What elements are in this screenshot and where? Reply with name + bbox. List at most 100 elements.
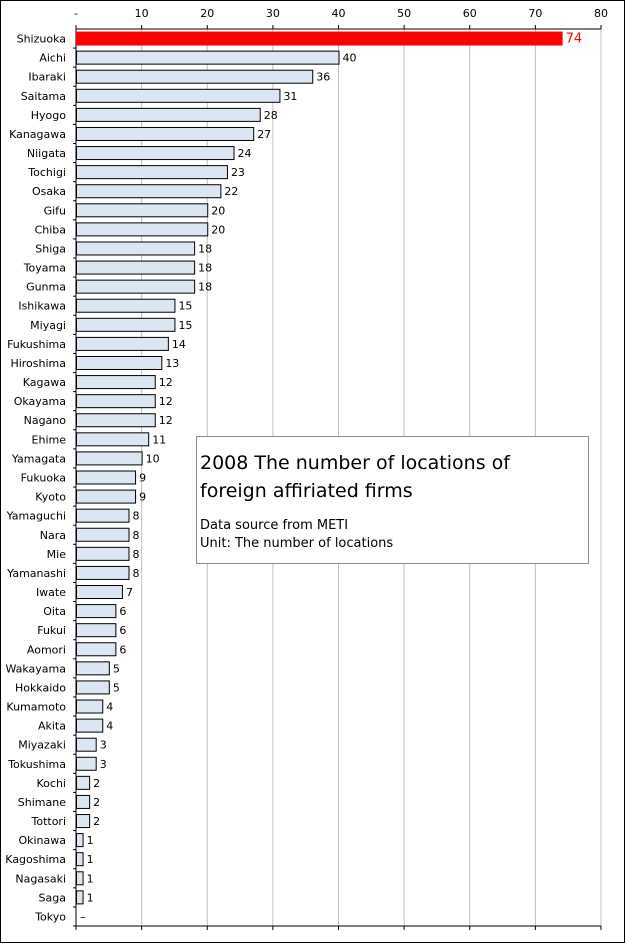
x-tick-label: 30 [266,7,280,20]
bar [76,355,163,370]
bar [76,375,156,390]
category-label: Hokkaido [15,681,66,694]
category-label: Oita [43,605,66,618]
value-label: 12 [159,395,173,408]
value-label: 18 [198,281,212,294]
category-label: Niigata [27,147,66,160]
bar [76,489,137,504]
bar [76,413,156,428]
category-label: Tokyo [34,910,66,923]
category-label: Miyagi [30,319,66,332]
value-label: 4 [106,701,113,714]
category-label: Nara [40,529,66,542]
category-label: Miyazaki [18,739,66,752]
value-label: 31 [283,90,297,103]
value-label: 23 [231,166,245,179]
value-label: 28 [264,109,278,122]
bar [76,31,563,46]
bar [76,165,228,180]
bar [76,871,84,886]
category-label: Okayama [14,395,66,408]
x-tick-label: 20 [200,7,214,20]
bar [76,279,196,294]
value-label: 12 [159,414,173,427]
bar [76,203,209,218]
bar [76,184,222,199]
value-label: 3 [100,758,107,771]
x-tick-label: 70 [528,7,542,20]
bar [76,623,117,638]
bar [76,585,123,600]
unit-text: Unit: The number of locations [200,536,394,551]
category-label: Okinawa [18,834,66,847]
bar [76,661,110,676]
value-label: 8 [133,510,140,523]
bar [76,890,84,905]
bar [76,718,104,733]
category-label: Yamagata [11,452,66,465]
bar [76,527,130,542]
category-label: Yamaguchi [6,510,66,523]
category-label: Shizuoka [17,33,66,46]
value-label: 12 [159,376,173,389]
bar [76,394,156,409]
bar [76,852,84,867]
data-source-text: Data source from METI [200,518,349,533]
value-label: 8 [133,567,140,580]
bar [76,336,169,351]
value-label: 7 [126,586,133,599]
category-label: Nagasaki [15,872,66,885]
category-label: Aichi [39,52,66,65]
value-label: 3 [100,739,107,752]
value-label: 11 [152,433,166,446]
value-label: 1 [87,872,94,885]
bar [76,470,137,485]
value-label: – [80,910,86,923]
category-label: Kagawa [23,376,66,389]
value-label: 6 [119,643,126,656]
category-label: Tokushima [7,758,66,771]
value-label: 6 [119,605,126,618]
value-label: 4 [106,720,113,733]
category-label: Hyogo [31,109,66,122]
bar [76,107,261,122]
value-label: 13 [165,357,179,370]
category-label: Fukuoka [21,472,66,485]
bar [76,642,117,657]
bar [76,432,150,447]
x-tick-label: 40 [332,7,346,20]
bar [76,604,117,619]
x-tick-label: - [74,7,78,20]
value-label: 18 [198,242,212,255]
category-label: Fukui [37,624,66,637]
category-label: Fukushima [7,338,66,351]
bar [76,546,130,561]
category-label: Kumamoto [6,701,66,714]
category-label: Wakayama [5,662,66,675]
value-label: 74 [566,32,583,47]
value-label: 2 [93,796,100,809]
bar [76,508,130,523]
category-label: Kanagawa [9,128,66,141]
category-label: Yamanashi [6,567,66,580]
x-tick-label: 80 [594,7,608,20]
value-label: 8 [133,529,140,542]
bar [76,317,176,332]
category-label: Saga [39,891,66,904]
chart-info-box: 2008 The number of locations of foreign … [196,436,589,564]
value-label: 20 [211,204,225,217]
category-label: Iwate [36,586,66,599]
value-label: 10 [146,452,160,465]
value-label: 2 [93,815,100,828]
value-label: 15 [178,300,192,313]
category-label: Toyama [23,262,66,275]
bar [76,260,196,275]
bar [76,737,97,752]
category-label: Ibaraki [28,71,66,84]
bar [76,69,314,84]
category-label: Chiba [35,223,66,236]
category-label: Tochigi [27,166,66,179]
category-label: Shiga [35,242,66,255]
value-label: 24 [238,147,252,160]
